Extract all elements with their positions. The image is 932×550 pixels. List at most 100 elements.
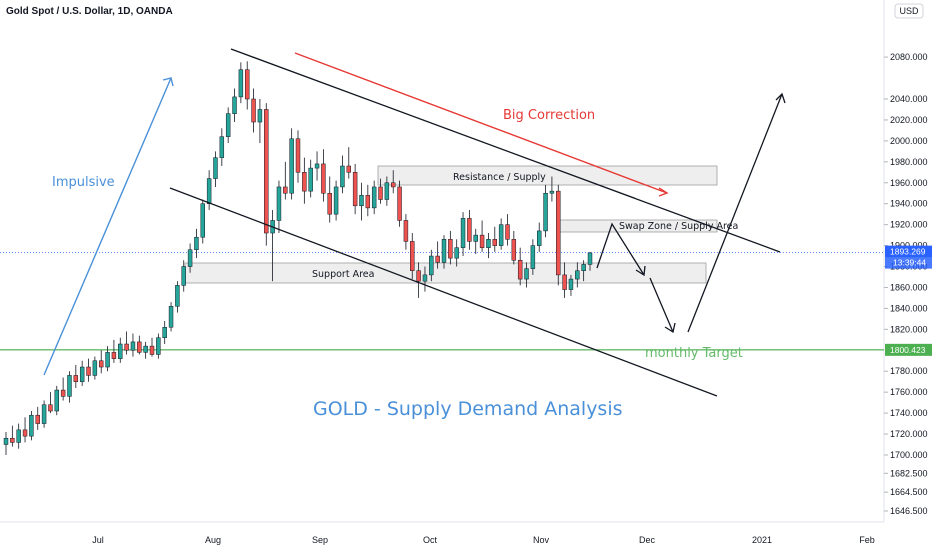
candle[interactable]	[435, 241, 440, 269]
candle[interactable]	[340, 155, 345, 194]
candle[interactable]	[390, 170, 396, 194]
candle[interactable]	[422, 266, 428, 292]
candle[interactable]	[79, 360, 85, 386]
candle[interactable]	[194, 228, 199, 259]
candle[interactable]	[283, 161, 288, 200]
channel-lower-line[interactable]	[169, 187, 718, 397]
candle[interactable]	[536, 222, 542, 252]
candle[interactable]	[327, 176, 332, 223]
candle[interactable]	[137, 335, 142, 355]
candle[interactable]	[562, 262, 567, 298]
projection-path[interactable]	[596, 92, 786, 334]
channel-upper-line[interactable]	[230, 48, 781, 253]
candle[interactable]	[352, 163, 358, 215]
candle[interactable]	[492, 226, 498, 252]
candle[interactable]	[124, 331, 129, 355]
candle[interactable]	[524, 262, 529, 288]
support-area-zone[interactable]	[184, 262, 707, 284]
candle[interactable]	[568, 274, 574, 296]
candle[interactable]	[314, 151, 320, 181]
big-correction-arrow[interactable]	[294, 52, 669, 197]
candle[interactable]	[187, 243, 193, 273]
candle[interactable]	[403, 214, 409, 250]
candle[interactable]	[295, 130, 301, 183]
candle[interactable]	[238, 62, 244, 104]
candle[interactable]	[54, 385, 60, 416]
candle[interactable]	[60, 377, 66, 401]
candle[interactable]	[321, 149, 326, 202]
candle[interactable]	[41, 400, 47, 428]
candle[interactable]	[168, 302, 174, 332]
candle[interactable]	[467, 209, 472, 250]
candle[interactable]	[505, 214, 510, 246]
resistance-supply-zone[interactable]	[377, 165, 718, 186]
candle[interactable]	[410, 233, 415, 280]
candle[interactable]	[371, 180, 377, 215]
candle[interactable]	[359, 182, 364, 221]
candle[interactable]	[498, 218, 504, 250]
candle[interactable]	[181, 260, 186, 292]
candle[interactable]	[416, 262, 421, 298]
candle[interactable]	[67, 371, 72, 403]
candle[interactable]	[219, 128, 225, 167]
candle[interactable]	[289, 128, 294, 200]
candle[interactable]	[73, 364, 79, 388]
candle[interactable]	[29, 411, 34, 441]
candle[interactable]	[232, 88, 237, 123]
candle[interactable]	[587, 251, 593, 271]
candle[interactable]	[244, 61, 250, 110]
candle[interactable]	[162, 320, 167, 345]
price-axis[interactable]: 2080.000 2040.000 2020.000 2000.000 1980.000…	[884, 52, 928, 516]
candle[interactable]	[486, 233, 491, 259]
candle[interactable]	[333, 180, 339, 221]
candle[interactable]	[130, 333, 136, 357]
candle[interactable]	[225, 107, 231, 143]
candle[interactable]	[92, 356, 98, 380]
candle[interactable]	[22, 417, 28, 443]
candle[interactable]	[479, 220, 485, 252]
candle[interactable]	[441, 235, 447, 269]
candle[interactable]	[175, 281, 180, 313]
candle[interactable]	[98, 350, 104, 374]
candle[interactable]	[530, 239, 536, 275]
candle[interactable]	[517, 247, 523, 286]
candle[interactable]	[378, 178, 383, 204]
candle[interactable]	[448, 230, 453, 265]
candle[interactable]	[257, 98, 263, 143]
candle[interactable]	[346, 147, 352, 179]
candle[interactable]	[149, 337, 155, 357]
candle[interactable]	[384, 176, 390, 206]
candle[interactable]	[543, 184, 548, 238]
candle[interactable]	[251, 88, 256, 133]
candle[interactable]	[35, 406, 40, 430]
candle[interactable]	[156, 333, 161, 359]
candle[interactable]	[3, 431, 9, 455]
candle[interactable]	[16, 423, 21, 449]
candle[interactable]	[556, 184, 561, 286]
candle[interactable]	[460, 212, 466, 257]
candle[interactable]	[200, 199, 206, 244]
candle[interactable]	[48, 392, 53, 414]
candle[interactable]	[365, 184, 371, 217]
candle[interactable]	[213, 151, 218, 187]
candle[interactable]	[118, 337, 123, 363]
candle[interactable]	[276, 180, 282, 234]
candle[interactable]	[581, 260, 586, 282]
candle[interactable]	[302, 157, 307, 204]
impulsive-arrow[interactable]	[43, 77, 174, 376]
candle[interactable]	[264, 103, 269, 246]
time-axis[interactable]: Jul Aug Sep Oct Nov Dec 2021 Feb	[92, 535, 875, 545]
candle[interactable]	[10, 425, 15, 447]
candle[interactable]	[111, 339, 117, 363]
candle[interactable]	[308, 159, 313, 198]
candle[interactable]	[105, 346, 110, 372]
candle[interactable]	[549, 176, 555, 202]
candle[interactable]	[454, 239, 459, 267]
candle[interactable]	[575, 262, 580, 288]
candle[interactable]	[429, 249, 434, 282]
candle[interactable]	[86, 358, 91, 382]
candle[interactable]	[511, 230, 517, 265]
candlestick-series[interactable]	[3, 61, 593, 455]
candle[interactable]	[473, 228, 478, 254]
